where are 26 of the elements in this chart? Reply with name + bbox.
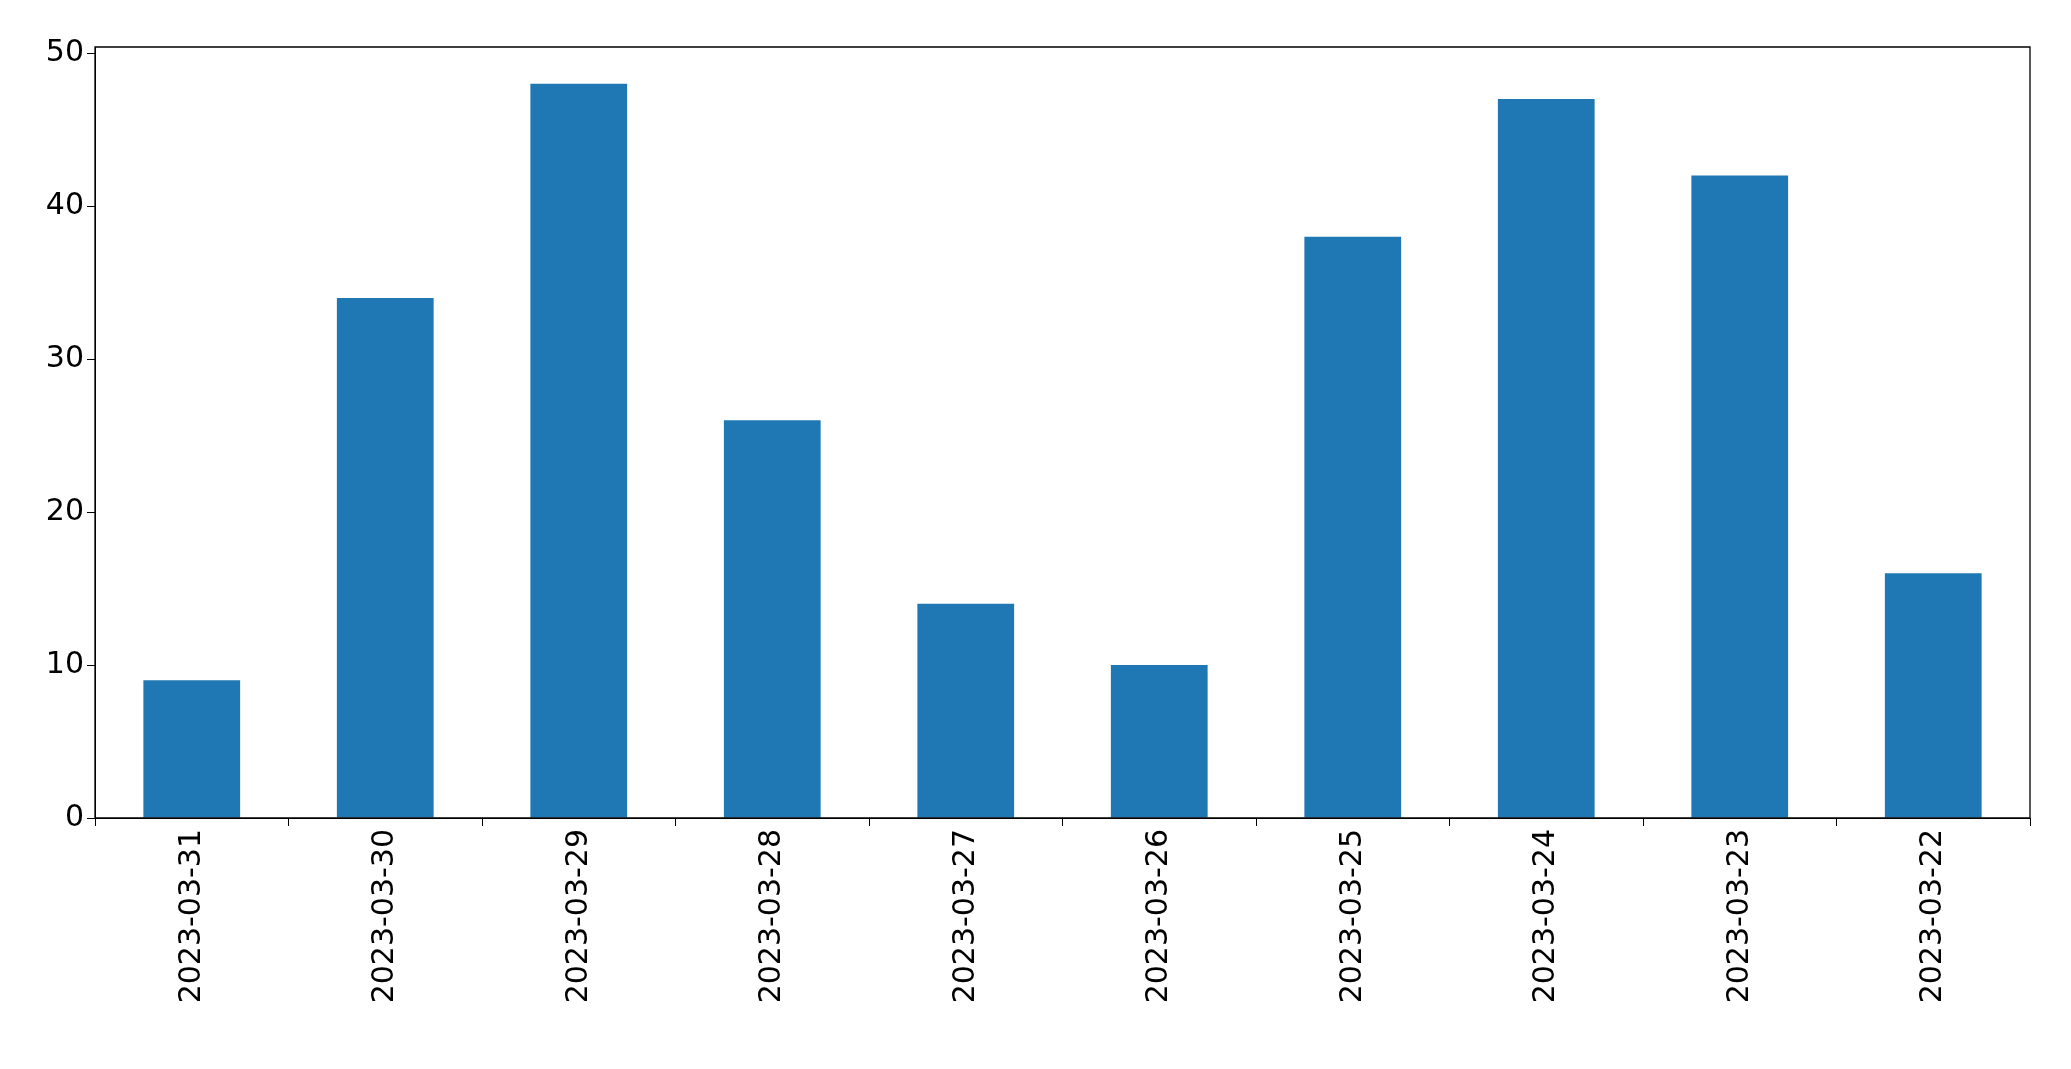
bar (917, 603, 1015, 818)
x-tick-label: 2023-03-30 (365, 829, 401, 1004)
bar (143, 680, 241, 818)
bar (1304, 236, 1402, 818)
x-tick-label: 2023-03-25 (1332, 829, 1368, 1004)
x-tick-label: 2023-03-31 (171, 829, 207, 1004)
bar (1110, 665, 1208, 818)
x-tick-label: 2023-03-28 (752, 829, 788, 1004)
y-tick-label: 10 (45, 644, 84, 680)
y-tick-label: 0 (64, 797, 84, 833)
x-tick-label: 2023-03-24 (1526, 829, 1562, 1004)
y-tick-label: 40 (45, 185, 84, 221)
bar (1884, 573, 1982, 818)
x-tick-label: 2023-03-26 (1139, 829, 1175, 1004)
bar (1497, 99, 1595, 818)
bar (723, 420, 821, 818)
y-tick-label: 20 (45, 491, 84, 527)
x-tick-label: 2023-03-23 (1719, 829, 1755, 1004)
bar (336, 297, 434, 818)
bar (1691, 175, 1789, 818)
bar (530, 83, 628, 818)
y-tick-label: 50 (45, 32, 84, 68)
y-tick-label: 30 (45, 338, 84, 374)
x-tick-label: 2023-03-27 (945, 829, 981, 1004)
x-tick-label: 2023-03-29 (558, 829, 594, 1004)
x-tick-label: 2023-03-22 (1913, 829, 1949, 1004)
